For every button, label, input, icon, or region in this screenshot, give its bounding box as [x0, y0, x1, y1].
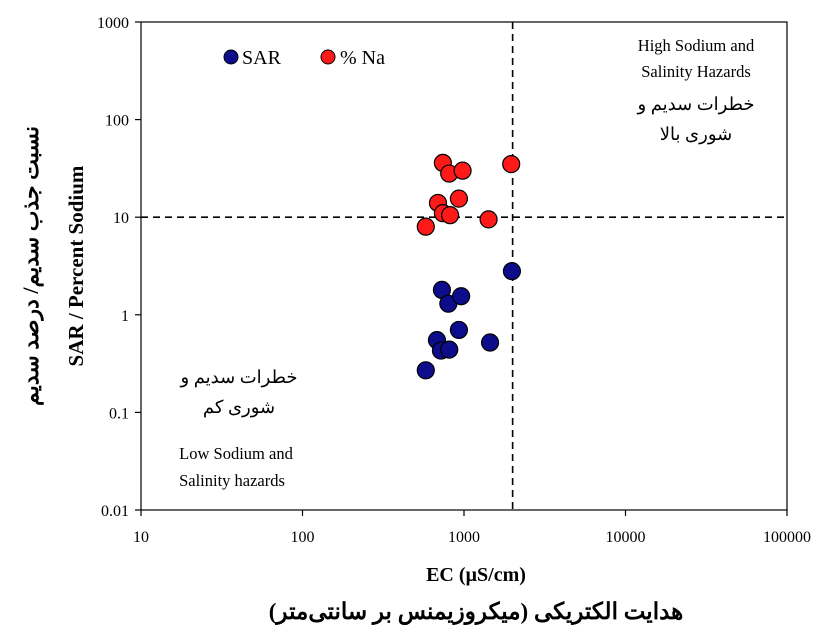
annotation-low-fa-line2: شوری کم — [203, 397, 275, 418]
legend-label-na: % Na — [340, 47, 385, 69]
annotation-low-en-line2: Salinity hazards — [179, 471, 285, 490]
annotation-high-hazard: High Sodium and Salinity Hazards خطرات س… — [637, 36, 755, 145]
na-point — [453, 161, 472, 180]
sar-point — [480, 333, 500, 352]
y-tick-label: 1 — [121, 308, 129, 325]
legend-label-sar: SAR — [242, 47, 282, 69]
sar-point — [452, 287, 471, 306]
annotation-high-en-line1: High Sodium and — [638, 36, 755, 55]
annotation-high-fa-line1: خطرات سدیم و — [637, 94, 755, 115]
na-point — [416, 217, 435, 236]
y-tick-label: 1000 — [97, 15, 129, 32]
annotation-high-fa-line2: شوری بالا — [660, 124, 732, 145]
y-tick-label: 100 — [105, 113, 129, 130]
plot-area: 10 100 1000 10000 100000 0.01 0.1 1 10 100 1000 — [97, 15, 811, 546]
legend-marker-sar — [223, 49, 239, 65]
annotation-low-en-line1: Low Sodium and — [179, 444, 293, 463]
annotation-high-en-line2: Salinity Hazards — [641, 62, 751, 81]
sar-point — [416, 361, 435, 380]
na-point — [449, 189, 469, 208]
na-point — [502, 154, 521, 174]
x-tick-label: 10 — [133, 529, 149, 546]
annotation-low-hazard: خطرات سدیم و شوری کم Low Sodium and Sali… — [179, 367, 297, 490]
legend-marker-na — [320, 49, 336, 65]
legend: SAR % Na — [223, 47, 385, 69]
x-tick-label: 100 — [291, 529, 315, 546]
y-axis-title: SAR / Percent Sodium — [64, 165, 88, 366]
sar-point — [502, 262, 522, 281]
sar-point — [449, 320, 469, 340]
y-axis-title-persian: نسبت جذب سدیم/ درصد سدیم — [18, 126, 44, 406]
x-tick-label: 10000 — [606, 529, 646, 546]
annotation-low-fa-line1: خطرات سدیم و — [180, 367, 298, 388]
na-point — [479, 210, 498, 229]
x-axis-title: EC (µS/cm) — [426, 564, 526, 586]
y-tick-label: 0.01 — [101, 503, 129, 520]
sar-point — [440, 340, 459, 359]
y-tick-label: 10 — [113, 210, 129, 227]
y-tick-label: 0.1 — [109, 405, 129, 422]
na-point — [440, 206, 460, 225]
x-tick-label: 100000 — [763, 529, 811, 546]
x-tick-label: 1000 — [448, 529, 480, 546]
x-axis-title-persian: هدایت الکتریکی (میکروزیمنس بر سانتی‌متر) — [269, 599, 684, 626]
